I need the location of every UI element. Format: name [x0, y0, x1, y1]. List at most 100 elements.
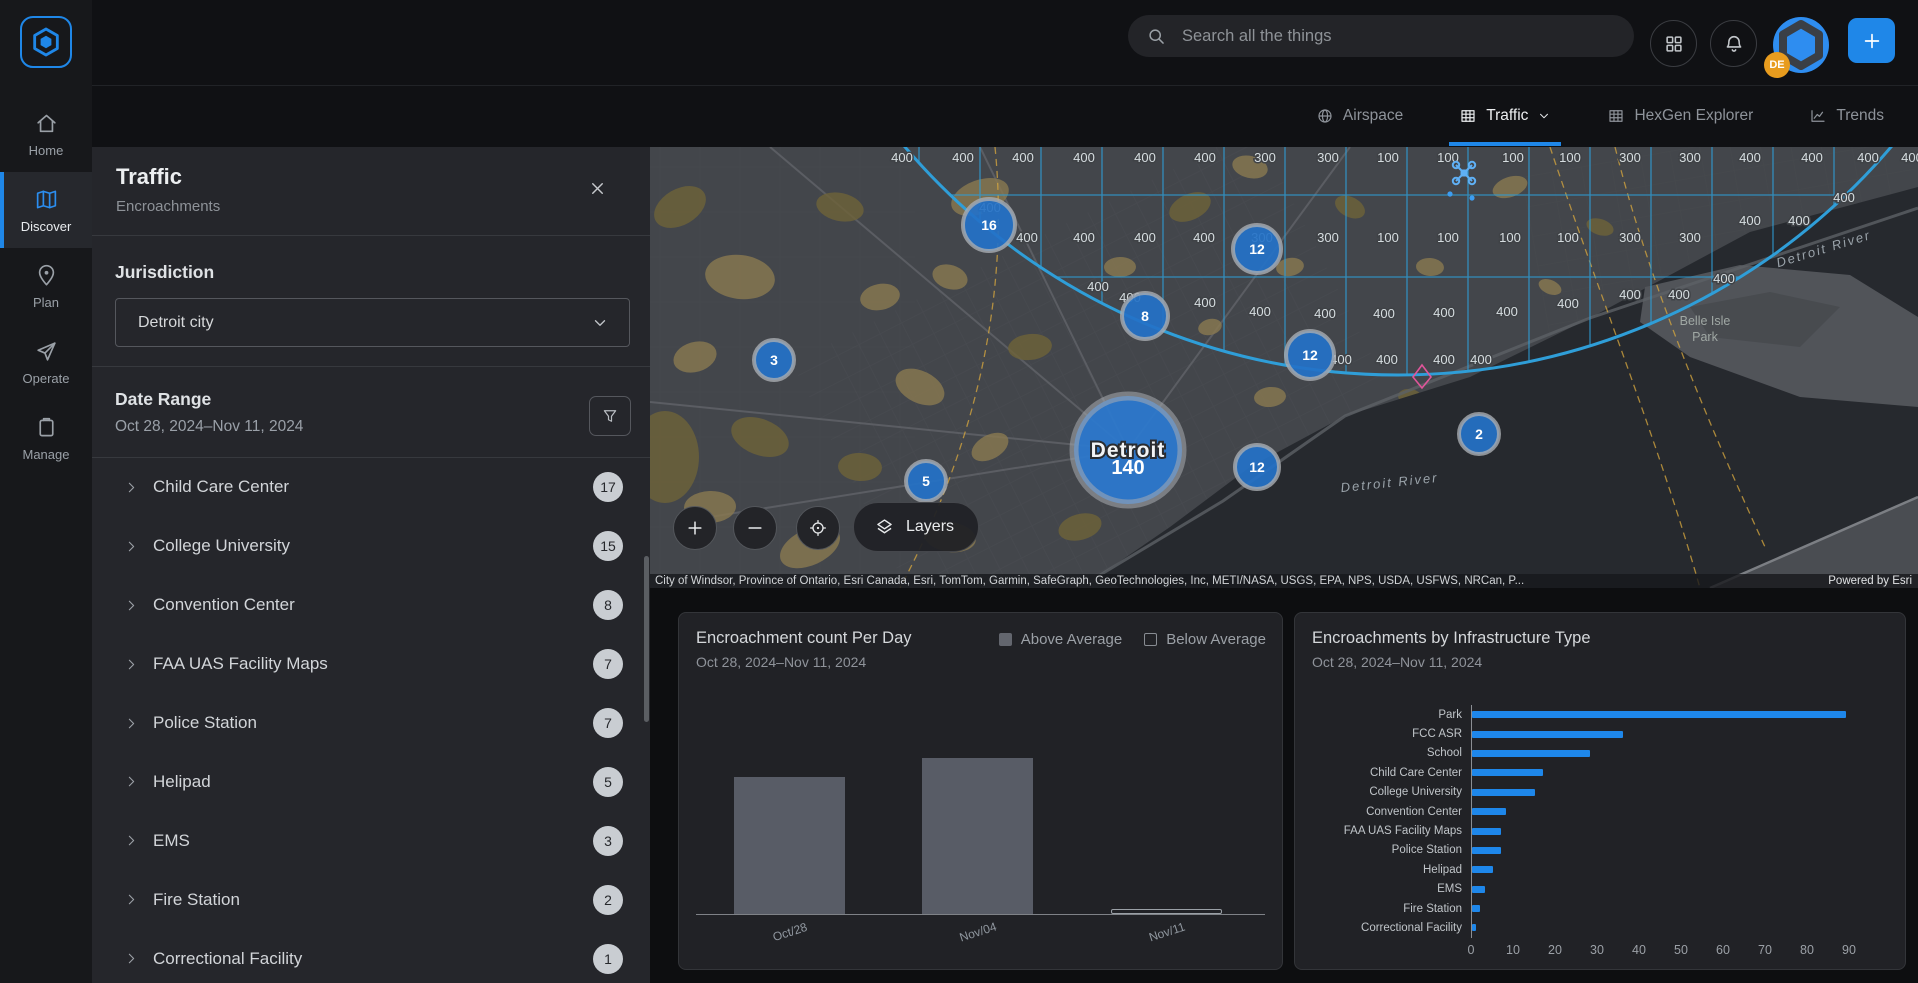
grid-value-label: 400: [1739, 150, 1761, 165]
chart2-row-fcc-asr: FCC ASR: [1311, 724, 1889, 744]
tab-traffic[interactable]: Traffic: [1449, 86, 1562, 146]
category-row-fire-station[interactable]: Fire Station 2: [92, 870, 650, 929]
drone-icon[interactable]: [1447, 160, 1477, 201]
sidebar-item-home[interactable]: Home: [0, 96, 92, 172]
chevron-right-icon: [128, 953, 135, 964]
grid-value-label: 400: [1087, 279, 1109, 294]
date-filter-button[interactable]: [589, 396, 631, 436]
category-row-helipad[interactable]: Helipad 5: [92, 752, 650, 811]
chevron-right-icon: [128, 659, 135, 669]
per-day-chart-card: Encroachment count Per Day Oct 28, 2024–…: [678, 612, 1283, 970]
category-count-badge: 2: [593, 884, 623, 915]
chart2-bar: [1472, 769, 1544, 777]
category-row-child-care-center[interactable]: Child Care Center 17: [92, 458, 650, 517]
grid-value-label: 400: [1012, 150, 1034, 165]
user-avatar[interactable]: DE: [1764, 14, 1832, 78]
grid-value-label: 100: [1557, 230, 1579, 245]
map-canvas[interactable]: 400 400 400 400 400 400 300 300 100 100 100 100 300 3…: [650, 147, 1918, 588]
cluster-marker-140[interactable]: 140: [1069, 391, 1187, 509]
chart1-title: Encroachment count Per Day: [696, 629, 912, 647]
category-row-faa-uas-facility-maps[interactable]: FAA UAS Facility Maps 7: [92, 635, 650, 694]
cluster-marker-12[interactable]: 12: [1233, 443, 1281, 491]
plus-icon: [1864, 33, 1879, 48]
chart2-subtitle: Oct 28, 2024–Nov 11, 2024: [1312, 654, 1483, 670]
cluster-count: 5: [922, 473, 930, 489]
bell-icon: [1726, 35, 1741, 52]
sidebar-item-operate[interactable]: Operate: [0, 324, 92, 400]
chart1-plot: [696, 693, 1265, 915]
cluster-marker-12[interactable]: 12: [1284, 329, 1336, 381]
category-row-ems[interactable]: EMS 3: [92, 811, 650, 870]
cluster-marker-12[interactable]: 12: [1231, 223, 1283, 275]
charts-area: Encroachment count Per Day Oct 28, 2024–…: [650, 588, 1918, 983]
tab-trends[interactable]: Trends: [1809, 86, 1884, 146]
grid-value-label: 400: [1433, 305, 1455, 320]
category-label: Child Care Center: [153, 477, 290, 497]
cluster-count: 140: [1111, 457, 1144, 479]
notifications-button[interactable]: [1710, 20, 1757, 67]
cluster-markers[interactable]: 16 12 8 12 3 2 140 12 5: [752, 197, 1501, 509]
sidebar-item-plan[interactable]: Plan: [0, 248, 92, 324]
grid-value-label: 100: [1437, 230, 1459, 245]
search-input[interactable]: [1180, 25, 1616, 47]
layers-button[interactable]: Layers: [853, 502, 980, 552]
chart2-x-tick: 20: [1548, 943, 1562, 957]
chart2-category-label: Correctional Facility: [1361, 921, 1462, 934]
grid-value-label: 400: [1619, 287, 1641, 302]
grid-value-label: 100: [1559, 150, 1581, 165]
chart2-row-college-university: College University: [1311, 782, 1889, 802]
create-new-button[interactable]: [1848, 18, 1895, 63]
tab-airspace[interactable]: Airspace: [1316, 86, 1403, 146]
layers-icon: [877, 518, 892, 533]
home-icon: [36, 114, 56, 133]
by-type-chart-card: Encroachments by Infrastructure Type Oct…: [1294, 612, 1906, 970]
chevron-right-icon: [128, 777, 135, 787]
apps-grid-button[interactable]: [1650, 20, 1697, 67]
zoom-out-button[interactable]: [733, 506, 777, 550]
legend-below-average[interactable]: Below Average: [1144, 631, 1266, 648]
chart2-row-helipad: Helipad: [1311, 860, 1889, 880]
category-row-convention-center[interactable]: Convention Center 8: [92, 576, 650, 635]
tab-label: Trends: [1836, 107, 1884, 124]
category-row-college-university[interactable]: College University 15: [92, 517, 650, 576]
jurisdiction-section: Jurisdiction Detroit city: [92, 236, 650, 367]
category-count-badge: 7: [593, 708, 623, 738]
powered-by-esri: Powered by Esri: [1828, 575, 1912, 587]
legend-above-label: Above Average: [1020, 631, 1123, 648]
cluster-marker-3[interactable]: 3: [752, 338, 796, 382]
panel-scrollbar-thumb[interactable]: [644, 556, 649, 722]
tab-hexgen-explorer[interactable]: HexGen Explorer: [1607, 86, 1753, 146]
chart2-row-school: School: [1311, 743, 1889, 764]
filter-icon: [603, 410, 617, 422]
chart2-bar: [1472, 866, 1493, 874]
chart2-bar: [1472, 924, 1477, 932]
locate-button[interactable]: [796, 506, 840, 550]
cluster-marker-8[interactable]: 8: [1120, 291, 1170, 341]
grid-value-label: 400: [1194, 295, 1216, 310]
global-search[interactable]: [1128, 15, 1634, 57]
panel-close-button[interactable]: [588, 179, 612, 203]
chart2-bar: [1472, 905, 1481, 913]
traffic-panel: Traffic Encroachments Jurisdiction Detro…: [92, 147, 650, 983]
chart2-bar: [1472, 730, 1624, 738]
cluster-marker-5[interactable]: 5: [904, 459, 948, 503]
cluster-marker-16[interactable]: 16: [961, 197, 1017, 253]
category-row-correctional-facility[interactable]: Correctional Facility 1: [92, 929, 650, 983]
chart2-row-park: Park: [1311, 705, 1889, 725]
chart2-category-label: EMS: [1437, 883, 1462, 896]
zoom-in-button[interactable]: [673, 506, 717, 550]
category-row-police-station[interactable]: Police Station 7: [92, 694, 650, 753]
jurisdiction-dropdown[interactable]: Detroit city: [115, 298, 630, 347]
sidebar-item-label: Home: [28, 143, 64, 158]
sidebar-item-manage[interactable]: Manage: [0, 400, 92, 476]
sidebar-item-discover[interactable]: Discover: [0, 172, 92, 248]
legend-above-average[interactable]: Above Average: [998, 631, 1123, 648]
grid-value-label: 100: [1377, 150, 1399, 165]
chart2-bar: [1472, 788, 1535, 796]
cluster-count: 2: [1475, 426, 1483, 442]
app-logo[interactable]: [20, 16, 72, 68]
cluster-count: 12: [1249, 241, 1265, 257]
cluster-marker-2[interactable]: 2: [1457, 412, 1501, 456]
jurisdiction-label: Jurisdiction: [115, 262, 215, 282]
